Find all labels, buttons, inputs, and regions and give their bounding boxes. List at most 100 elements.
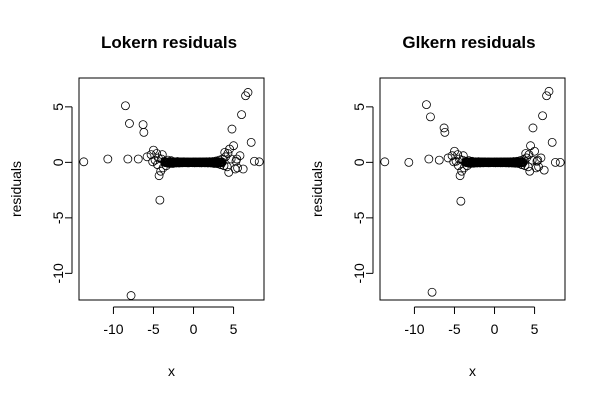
scatter-point	[249, 156, 259, 166]
scatter-point	[243, 88, 253, 97]
scatter-point	[457, 166, 467, 176]
scatter-point	[538, 111, 547, 121]
scatter-point	[522, 153, 531, 163]
scatter-point	[449, 157, 459, 167]
x-tick-label: -10	[404, 321, 424, 337]
scatter-point	[138, 120, 148, 130]
y-tick-label: 0	[50, 158, 66, 166]
y-tick-label: -10	[50, 263, 66, 283]
scatter-point	[464, 156, 474, 166]
scatter-point	[229, 141, 238, 151]
scatter-point	[206, 158, 216, 168]
y-axis-label: residuals	[309, 161, 325, 217]
x-tick-label: -5	[448, 321, 461, 337]
y-tick-label: -10	[351, 263, 367, 283]
scatter-point	[254, 157, 264, 167]
scatter-point	[158, 163, 168, 173]
scatter-point	[453, 150, 463, 159]
x-tick-label: -10	[103, 321, 123, 337]
scatter-point	[227, 124, 237, 134]
scatter-point	[241, 91, 250, 101]
scatter-point	[222, 162, 232, 172]
scatter-point	[133, 154, 143, 164]
y-tick-label: -5	[351, 211, 367, 224]
scatter-point	[450, 146, 459, 156]
scatter-point	[224, 167, 234, 177]
scatter-point	[150, 155, 160, 165]
scatter-point	[404, 157, 414, 167]
x-tick-label: 0	[491, 321, 499, 337]
scatter-point	[544, 86, 554, 96]
scatter-point	[459, 163, 469, 173]
scatter-point	[79, 157, 89, 167]
scatter-point	[434, 155, 444, 165]
glkern-residuals-panel: Glkern residuals -10 -5 0 5 -10 -5 0 5 x residuals	[309, 33, 566, 379]
x-axis-label: x	[469, 363, 476, 379]
scatter-point	[521, 149, 531, 158]
scatter-point	[539, 165, 549, 175]
scatter-point	[458, 151, 468, 161]
scatter-point	[528, 123, 538, 133]
lokern-residuals-panel: Lokern residuals -10 -5 0 5 -10 -5 0 5 x residuals	[8, 33, 265, 379]
scatter-point	[220, 147, 230, 157]
x-tick-label: -5	[147, 321, 160, 337]
scatter-point	[165, 159, 174, 168]
x-tick-label: 0	[190, 321, 198, 337]
scatter-point	[208, 157, 218, 166]
scatter-point	[555, 157, 565, 167]
scatter-point	[226, 154, 236, 164]
scatter-point	[139, 127, 149, 137]
scatter-point	[439, 123, 449, 133]
scatter-point	[205, 157, 214, 167]
x-tick-label: 5	[531, 321, 539, 337]
scatter-point	[121, 101, 130, 111]
scatter-point	[237, 110, 246, 120]
y-tick-label: 0	[351, 158, 367, 166]
scatter-point	[462, 161, 472, 171]
scatter-point	[149, 145, 158, 155]
chart-title: Glkern residuals	[402, 33, 535, 52]
y-axis-label: residuals	[8, 161, 24, 217]
scatter-point	[233, 163, 242, 173]
plot-frame	[379, 77, 566, 301]
scatter-point	[526, 141, 535, 151]
scatter-point	[157, 150, 167, 159]
scatter-point	[509, 157, 519, 166]
scatter-point	[440, 127, 450, 137]
scatter-point	[246, 137, 256, 147]
scatter-point	[123, 154, 133, 164]
scatter-point	[510, 158, 520, 168]
scatter-point	[422, 100, 431, 110]
scatter-point	[103, 154, 113, 164]
scatter-point	[161, 161, 171, 171]
scatter-point	[542, 91, 551, 101]
scatter-point	[154, 171, 164, 181]
scatter-point	[461, 156, 471, 166]
scatter-point	[424, 154, 434, 164]
scatter-point	[455, 171, 465, 181]
scatter-point	[532, 156, 542, 166]
scatter-point	[547, 137, 557, 147]
x-axis-label: x	[168, 363, 175, 379]
scatter-point	[533, 155, 543, 165]
scatter-point	[380, 157, 390, 167]
scatter-point	[209, 159, 219, 168]
scatter-point	[152, 149, 162, 158]
scatter-point	[156, 166, 166, 176]
scatter-point	[125, 119, 134, 128]
scatter-point	[427, 287, 437, 297]
scatter-point	[456, 196, 466, 206]
y-tick-label: 5	[50, 103, 66, 111]
scatter-point	[530, 146, 539, 156]
scatter-point	[203, 158, 213, 168]
scatter-point	[157, 154, 166, 164]
scatter-point	[534, 162, 543, 172]
scatter-point	[426, 112, 435, 122]
scatter-point	[155, 195, 165, 205]
scatter-point	[238, 164, 248, 174]
scatter-point	[550, 157, 560, 167]
scatter-point	[221, 152, 230, 162]
scatter-point	[525, 166, 535, 176]
y-tick-label: 5	[351, 103, 367, 111]
